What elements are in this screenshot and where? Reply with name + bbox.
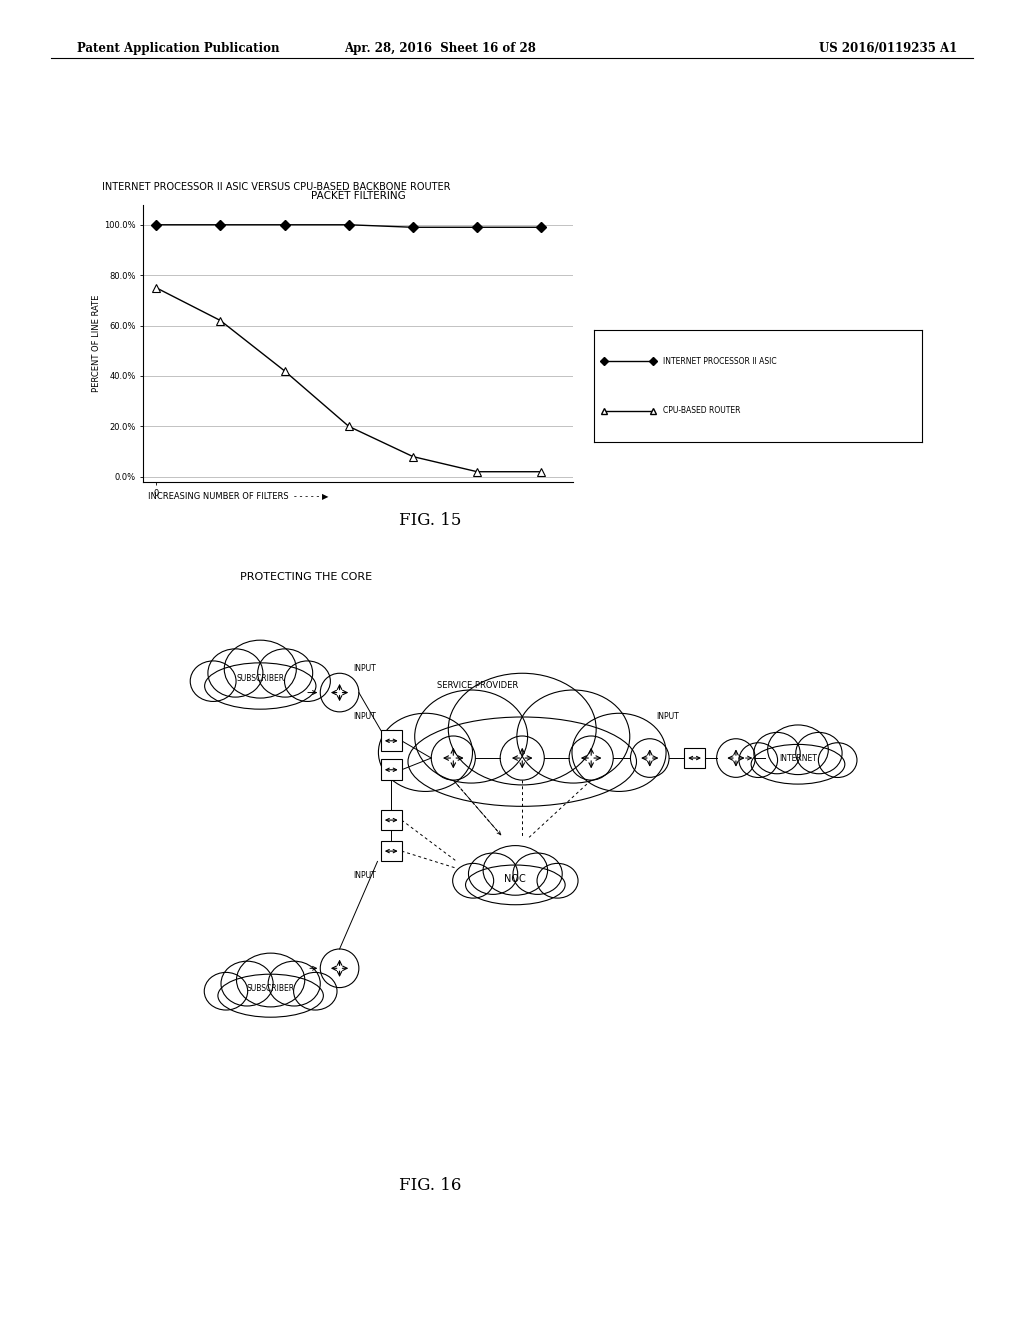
Ellipse shape: [768, 725, 828, 775]
Text: SUBSCRIBER: SUBSCRIBER: [237, 675, 285, 684]
Text: Patent Application Publication: Patent Application Publication: [77, 42, 280, 55]
Ellipse shape: [453, 863, 494, 898]
Title: PACKET FILTERING: PACKET FILTERING: [311, 191, 406, 201]
Ellipse shape: [294, 973, 337, 1010]
Text: FIG. 15: FIG. 15: [399, 512, 461, 529]
Ellipse shape: [754, 733, 800, 774]
Text: INTERNET PROCESSOR II ASIC: INTERNET PROCESSOR II ASIC: [663, 356, 776, 366]
Bar: [381, 730, 401, 751]
Text: SUBSCRIBER: SUBSCRIBER: [247, 985, 295, 994]
Bar: [381, 841, 401, 862]
Text: INPUT: INPUT: [353, 713, 376, 721]
Ellipse shape: [379, 713, 472, 792]
Ellipse shape: [224, 640, 296, 698]
Ellipse shape: [218, 974, 324, 1018]
Ellipse shape: [221, 961, 273, 1006]
Ellipse shape: [268, 961, 321, 1006]
Ellipse shape: [205, 663, 316, 709]
Text: INPUT: INPUT: [353, 871, 376, 879]
Ellipse shape: [466, 865, 565, 904]
Text: INCREASING NUMBER OF FILTERS  - - - - - ▶: INCREASING NUMBER OF FILTERS - - - - - ▶: [148, 491, 329, 500]
Ellipse shape: [415, 690, 527, 783]
Text: NOC: NOC: [505, 874, 526, 883]
Ellipse shape: [513, 853, 562, 895]
Ellipse shape: [796, 733, 842, 774]
Text: INPUT: INPUT: [353, 664, 376, 673]
Ellipse shape: [818, 743, 857, 777]
Ellipse shape: [449, 673, 596, 785]
Ellipse shape: [483, 846, 548, 895]
Ellipse shape: [190, 661, 237, 701]
Ellipse shape: [408, 717, 637, 807]
Ellipse shape: [208, 649, 263, 697]
Ellipse shape: [517, 690, 630, 783]
Ellipse shape: [751, 744, 845, 784]
Y-axis label: PERCENT OF LINE RATE: PERCENT OF LINE RATE: [92, 294, 101, 392]
Ellipse shape: [285, 661, 331, 701]
Text: INPUT: INPUT: [656, 713, 679, 721]
Bar: [381, 759, 401, 780]
Text: CPU-BASED ROUTER: CPU-BASED ROUTER: [663, 407, 740, 416]
Bar: [684, 747, 705, 768]
Text: INTERNET: INTERNET: [779, 754, 817, 763]
Ellipse shape: [258, 649, 312, 697]
Ellipse shape: [739, 743, 777, 777]
Text: Apr. 28, 2016  Sheet 16 of 28: Apr. 28, 2016 Sheet 16 of 28: [344, 42, 537, 55]
Bar: [381, 809, 401, 830]
Text: PROTECTING THE CORE: PROTECTING THE CORE: [240, 572, 372, 582]
Ellipse shape: [572, 713, 666, 792]
Ellipse shape: [537, 863, 578, 898]
Ellipse shape: [468, 853, 518, 895]
Ellipse shape: [237, 953, 305, 1007]
Text: INTERNET PROCESSOR II ASIC VERSUS CPU-BASED BACKBONE ROUTER: INTERNET PROCESSOR II ASIC VERSUS CPU-BA…: [102, 182, 451, 193]
Text: US 2016/0119235 A1: US 2016/0119235 A1: [819, 42, 957, 55]
Text: SERVICE PROVIDER: SERVICE PROVIDER: [437, 681, 518, 690]
Text: FIG. 16: FIG. 16: [399, 1177, 461, 1195]
Ellipse shape: [204, 973, 248, 1010]
